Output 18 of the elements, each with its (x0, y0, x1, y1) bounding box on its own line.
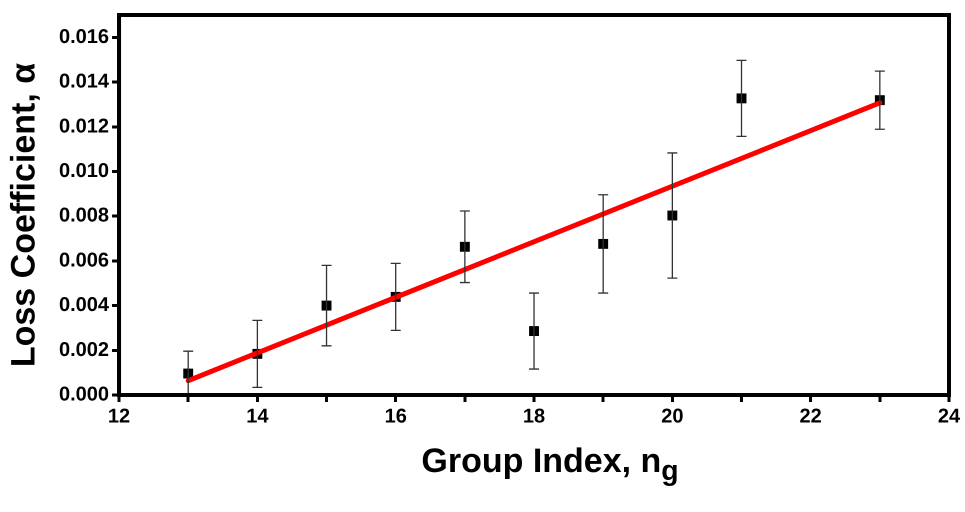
y-tick-label: 0.002 (58, 338, 110, 361)
x-axis-title: Group Index, n$_{g}$ (420, 442, 680, 488)
y-tick-label: 0.016 (58, 26, 110, 48)
y-tick-label: 0.004 (58, 294, 110, 316)
y-tick-label: 0.008 (58, 204, 110, 227)
y-tick-label: 0.010 (58, 160, 110, 182)
x-tick-label: 16 (384, 406, 407, 428)
y-axis-title: Loss Coefficient, α (4, 62, 44, 368)
x-tick-label: 12 (108, 406, 130, 428)
x-tick-label: 24 (938, 406, 961, 428)
y-tick-label: 0.000 (58, 384, 110, 406)
x-tick-label: 14 (246, 406, 270, 428)
x-tick-label: 20 (661, 406, 684, 428)
x-tick-label: 22 (800, 406, 822, 428)
x-tick-label: 18 (522, 406, 546, 428)
y-tick-label: 0.006 (58, 249, 110, 272)
y-tick-label: 0.012 (58, 115, 110, 138)
y-tick-label: 0.014 (58, 70, 110, 93)
